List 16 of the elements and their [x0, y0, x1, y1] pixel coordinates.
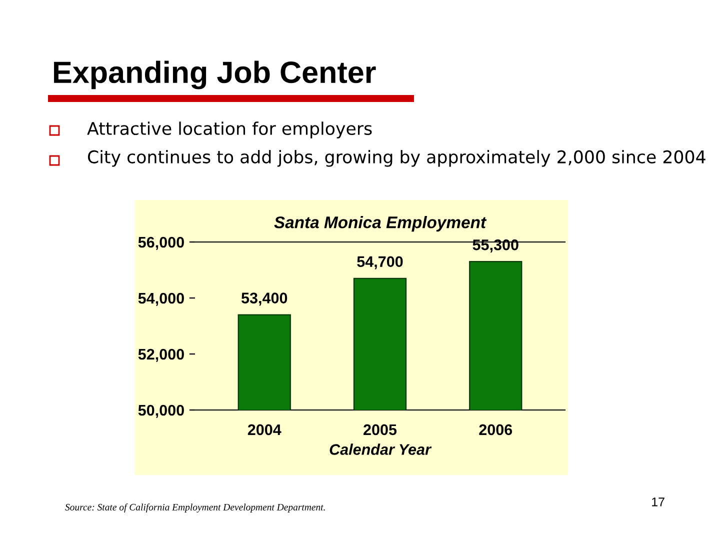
text: Attractive location for employers: [87, 122, 372, 138]
data-label: 53,400: [241, 292, 288, 306]
y-tick-label: 54,000: [138, 292, 184, 306]
y-tick-label: 52,000: [138, 348, 184, 362]
x-tick-label: 2006: [479, 424, 512, 436]
text: 17: [652, 498, 664, 506]
y-tick-label: 50,000: [138, 404, 184, 418]
source-note: Source: State of California Employment Development Department.: [65, 504, 325, 512]
chart-subtitle: Santa Monica Employment: [274, 216, 487, 232]
text: City continues to add jobs, growing by approximately 2,000 since 2004: [88, 150, 706, 167]
y-tick-label: 56,000: [138, 236, 184, 250]
x-tick-label: 2004: [248, 424, 282, 436]
x-axis-title: Calendar Year: [330, 444, 432, 455]
x-tick-label: 2005: [364, 424, 397, 436]
chart-title: Expanding Job Center: [54, 60, 376, 90]
data-label: 54,700: [357, 256, 403, 270]
